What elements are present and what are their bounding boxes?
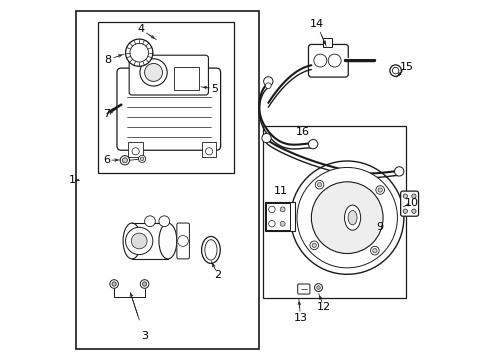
Bar [265, 202, 295, 231]
Text: 9: 9 [376, 222, 383, 231]
Text: 13: 13 [294, 313, 308, 323]
Circle shape [110, 280, 119, 288]
Text: 11: 11 [274, 186, 288, 196]
FancyBboxPatch shape [298, 284, 310, 294]
Circle shape [311, 182, 383, 253]
Text: 10: 10 [405, 198, 419, 208]
Text: 6: 6 [103, 155, 110, 165]
Circle shape [403, 194, 408, 198]
Circle shape [130, 43, 148, 62]
Circle shape [112, 282, 116, 286]
Text: 8: 8 [104, 55, 112, 65]
Text: 3: 3 [141, 331, 148, 341]
Bar [132, 223, 168, 259]
Text: 5: 5 [211, 84, 218, 94]
Circle shape [132, 148, 139, 155]
Circle shape [280, 207, 285, 212]
FancyBboxPatch shape [309, 44, 348, 77]
Circle shape [376, 186, 385, 194]
Circle shape [315, 284, 322, 292]
Circle shape [370, 246, 379, 255]
Circle shape [392, 67, 399, 74]
Bar [128, 142, 143, 157]
Text: 4: 4 [137, 24, 145, 35]
Text: 14: 14 [310, 19, 324, 29]
Bar [202, 142, 216, 157]
Circle shape [266, 83, 271, 89]
Circle shape [403, 209, 408, 213]
Text: 7: 7 [103, 109, 111, 119]
Circle shape [140, 59, 167, 86]
Circle shape [390, 65, 401, 76]
Text: 1: 1 [69, 175, 75, 185]
Circle shape [315, 180, 324, 189]
Text: 16: 16 [295, 127, 309, 136]
Circle shape [297, 167, 397, 268]
Bar [76, 12, 259, 348]
Circle shape [205, 148, 213, 155]
Circle shape [317, 286, 320, 289]
Circle shape [143, 282, 147, 286]
Circle shape [412, 209, 416, 213]
Text: 12: 12 [317, 302, 331, 312]
Bar [173, 67, 199, 90]
Circle shape [291, 161, 404, 274]
Text: 15: 15 [399, 62, 414, 72]
Circle shape [264, 77, 273, 86]
FancyBboxPatch shape [129, 55, 208, 95]
Bar [266, 203, 290, 230]
Circle shape [177, 235, 188, 246]
Circle shape [373, 248, 377, 253]
Circle shape [280, 221, 285, 226]
Circle shape [378, 188, 382, 192]
Circle shape [314, 54, 327, 67]
Circle shape [312, 243, 317, 247]
Ellipse shape [159, 223, 177, 259]
Circle shape [159, 216, 170, 226]
Ellipse shape [348, 211, 357, 225]
Circle shape [145, 216, 155, 226]
Circle shape [394, 167, 404, 176]
Circle shape [309, 139, 318, 149]
FancyBboxPatch shape [401, 191, 418, 216]
Circle shape [262, 134, 271, 143]
Ellipse shape [123, 223, 141, 259]
Ellipse shape [344, 205, 361, 230]
Bar [98, 22, 234, 173]
Circle shape [131, 233, 147, 249]
Bar [323, 39, 332, 47]
Circle shape [269, 206, 275, 213]
FancyBboxPatch shape [177, 223, 190, 259]
Circle shape [140, 157, 144, 161]
Ellipse shape [201, 237, 220, 264]
Text: 2: 2 [215, 270, 221, 280]
Circle shape [139, 155, 146, 162]
Circle shape [269, 221, 275, 227]
Circle shape [318, 183, 322, 187]
Bar [263, 126, 406, 298]
Circle shape [122, 158, 127, 163]
Circle shape [125, 227, 153, 255]
Ellipse shape [205, 240, 217, 260]
Circle shape [328, 54, 341, 67]
FancyBboxPatch shape [117, 68, 220, 150]
Circle shape [120, 156, 129, 165]
Circle shape [140, 280, 149, 288]
Circle shape [310, 241, 318, 249]
Circle shape [125, 39, 153, 66]
Circle shape [412, 194, 416, 198]
Circle shape [145, 63, 163, 81]
